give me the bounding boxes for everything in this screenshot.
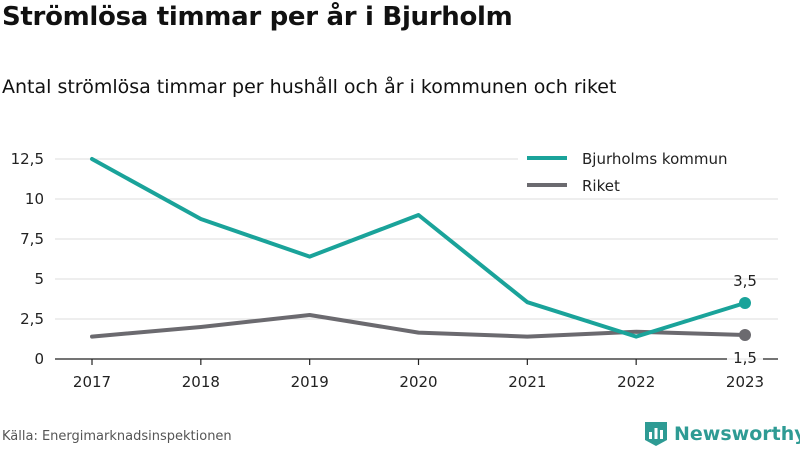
legend: Bjurholms kommun Riket [518,142,780,198]
end-label-bg [727,349,763,367]
y-axis: 0 2,5 5 7,5 10 12,5 [11,150,44,368]
chart-title: Strömlösa timmar per år i Bjurholm [2,2,513,32]
legend-label: Riket [582,177,620,195]
y-tick-label: 12,5 [11,150,44,168]
end-label: 3,5 [733,272,757,290]
y-tick-label: 7,5 [20,230,44,248]
series-line-bjurholms-kommun [90,157,747,339]
end-label: 1,5 [733,349,757,367]
bar-chart-logo-icon [645,422,667,446]
x-tick-label: 2017 [73,373,111,391]
x-axis: 2017 2018 2019 2020 2021 2022 2023 [73,359,764,391]
end-labels: 3,5 1,5 [727,272,763,367]
legend-label: Bjurholms kommun [582,150,727,168]
series-end-point [739,329,751,341]
y-tick-label: 0 [34,350,44,368]
chart-subtitle: Antal strömlösa timmar per hushåll och å… [2,76,617,98]
source-note: Källa: Energimarknadsinspektionen [2,429,232,444]
x-tick-label: 2019 [291,373,329,391]
grid-lines [55,158,778,360]
x-tick-label: 2023 [726,373,764,391]
newsworthy-logo: Newsworthy [644,421,800,447]
x-tick-label: 2020 [399,373,437,391]
x-tick-label: 2022 [617,373,655,391]
y-tick-label: 10 [25,190,44,208]
x-tick-label: 2018 [182,373,220,391]
y-tick-label: 2,5 [20,310,44,328]
series-end-point [739,297,751,309]
series-lines [90,157,751,341]
legend-background [518,142,780,198]
x-tick-label: 2021 [508,373,546,391]
series-line-riket [90,313,747,339]
y-tick-label: 5 [34,270,44,288]
brand-name: Newsworthy [674,423,800,445]
